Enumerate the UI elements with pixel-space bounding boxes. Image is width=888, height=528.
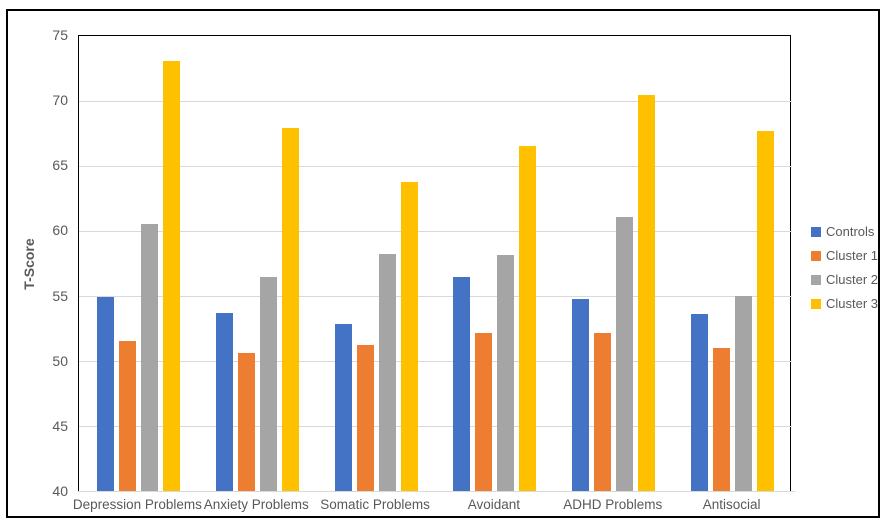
y-tick-label-65: 65 [52,157,68,174]
x-category-label-2: Somatic Problems [320,497,430,512]
y-axis-title: T-Score [21,238,37,290]
bar-cluster-2-0 [140,223,158,491]
gridline-45 [79,426,792,428]
bar-cluster-3-2 [400,182,418,491]
bar-controls-5 [691,313,709,491]
gridline-50 [79,361,792,363]
bar-cluster-3-1 [281,127,299,491]
bar-cluster-2-2 [378,253,396,491]
gridline-60 [79,230,792,232]
y-tick-label-70: 70 [52,92,68,109]
bar-cluster-1-0 [118,341,136,491]
bar-cluster-1-3 [475,333,493,491]
legend-item-controls: Controls [811,224,878,239]
x-category-label-3: Avoidant [467,497,521,512]
legend-item-cluster-1: Cluster 1 [811,248,878,263]
gridline-55 [79,296,792,298]
chart-frame: T-Score 40 45 50 55 60 65 70 75 Depression Prob… [6,9,880,518]
x-category-label-0: Depression Problems [72,497,202,512]
legend-swatch-icon [811,298,821,309]
plot-area [78,35,792,491]
bar-controls-1 [215,312,233,491]
x-axis-line [78,491,795,492]
y-tick-label-60: 60 [52,222,68,239]
y-tick-label-50: 50 [52,352,68,369]
legend: Controls Cluster 1 Cluster 2 Cluster 3 [811,224,878,311]
y-tick-label-75: 75 [52,27,68,43]
legend-item-cluster-3: Cluster 3 [811,296,878,311]
bar-controls-3 [453,277,471,491]
bar-cluster-1-5 [713,347,731,491]
bar-cluster-3-4 [638,94,656,491]
bar-controls-4 [572,299,590,491]
y-tick-label-40: 40 [52,483,68,499]
bar-cluster-1-4 [594,333,612,491]
bar-cluster-3-5 [757,131,775,491]
x-category-label-1: Anxiety Problems [203,497,309,512]
legend-label: Cluster 1 [826,248,879,263]
legend-label: Cluster 3 [826,296,879,311]
bar-cluster-2-5 [735,295,753,491]
legend-swatch-icon [811,274,821,285]
legend-item-cluster-2: Cluster 2 [811,272,878,287]
x-category-label-4: ADHD Problems [563,497,663,512]
gridline-65 [79,165,792,167]
bar-cluster-1-2 [356,345,374,491]
legend-swatch-icon [811,226,821,237]
legend-swatch-icon [811,250,821,261]
bar-controls-2 [334,324,352,491]
bar-controls-0 [96,296,114,491]
y-tick-label-55: 55 [52,287,68,304]
bar-cluster-3-0 [162,61,180,491]
x-category-label-5: Antisocial [702,497,761,512]
bar-cluster-1-1 [237,352,255,491]
bar-cluster-2-3 [497,255,515,491]
legend-label: Cluster 2 [826,272,879,287]
bar-cluster-3-3 [519,145,537,491]
bar-cluster-2-4 [616,217,634,491]
gridline-70 [79,100,792,102]
y-tick-label-45: 45 [52,417,68,434]
bar-cluster-2-1 [259,277,277,491]
legend-label: Controls [826,224,875,239]
